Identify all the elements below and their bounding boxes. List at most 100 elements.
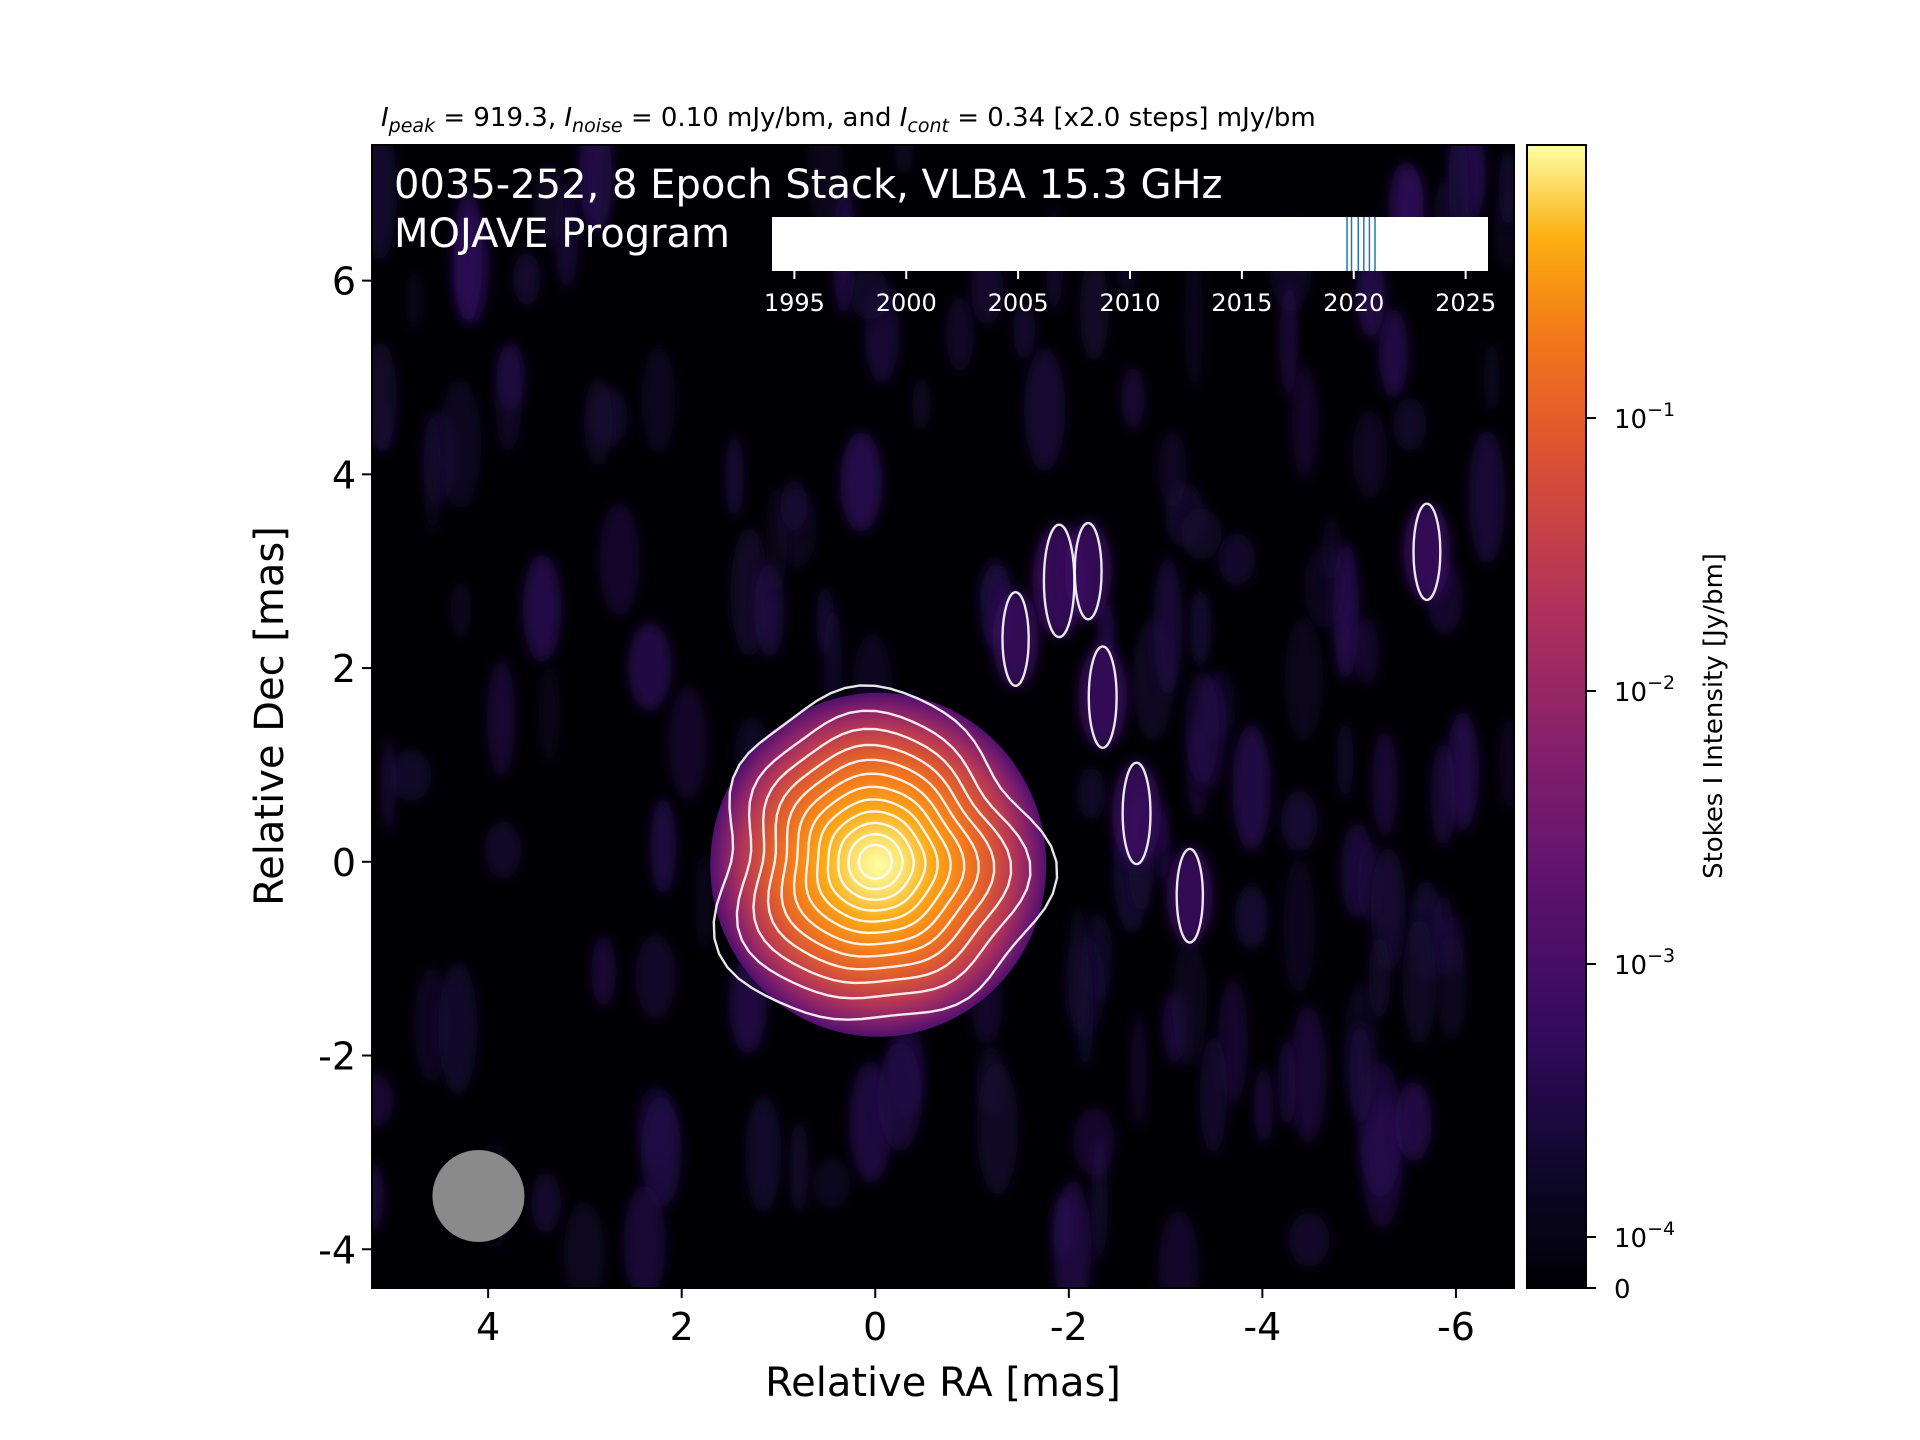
x-tick-label: 4 <box>476 1305 500 1349</box>
noise-feature <box>745 1095 782 1213</box>
epoch-ticks: 1995 2000 2005 2010 2015 2020 2025 <box>764 271 1496 317</box>
noise-feature <box>849 267 890 320</box>
noise-feature <box>538 665 560 763</box>
component-contour <box>1087 645 1118 750</box>
noise-feature <box>627 622 672 711</box>
epoch-tick-label: 2020 <box>1323 289 1384 317</box>
noise-feature <box>1483 342 1500 412</box>
program-title: MOJAVE Program <box>394 211 730 257</box>
noise-feature <box>1013 299 1036 360</box>
y-tick-label: 2 <box>332 647 356 691</box>
noise-feature <box>372 145 397 261</box>
colorbar-gradient <box>1526 144 1587 1289</box>
contour-level <box>847 832 904 891</box>
noise-feature <box>1199 1035 1227 1155</box>
epoch-tick-label: 2000 <box>876 289 937 317</box>
plot-frame <box>371 144 1515 1289</box>
noise-feature <box>1079 258 1109 362</box>
noise-feature <box>438 380 482 509</box>
noise-feature <box>1184 670 1219 784</box>
colorbar-tick-label: 10−1 <box>1614 399 1675 435</box>
colorbar: 10−1 10−2 10−3 10−4 0 Stokes I Intensity [Jy… <box>1526 144 1729 1305</box>
contour-level <box>837 821 915 901</box>
noise-feature <box>1153 557 1183 696</box>
noise-feature <box>1349 1024 1372 1125</box>
noise-feature <box>1073 1107 1116 1176</box>
noise-feature <box>513 251 541 306</box>
noise-feature <box>372 341 397 451</box>
noise-feature <box>380 736 397 834</box>
noise-feature <box>1172 938 1208 1067</box>
noise-texture <box>372 145 1514 1288</box>
x-axis-label: Relative RA [mas] <box>765 1360 1121 1406</box>
noise-feature <box>1254 1066 1273 1145</box>
epoch-tick-label: 2025 <box>1435 289 1496 317</box>
noise-feature <box>641 346 676 454</box>
noise-feature <box>372 1073 394 1128</box>
noise-feature <box>1378 308 1409 399</box>
noise-feature <box>641 1097 682 1209</box>
noise-feature <box>1234 885 1269 950</box>
noise-feature <box>389 749 432 801</box>
contour-level <box>792 772 966 946</box>
noise-feature <box>1121 366 1145 430</box>
x-tick-label: 2 <box>670 1305 694 1349</box>
noise-feature <box>563 1202 605 1288</box>
contour-level <box>735 709 1032 1000</box>
noise-feature <box>623 1186 666 1288</box>
epoch-lines <box>1346 217 1376 271</box>
noise-feature <box>1181 508 1222 560</box>
emission-component <box>1166 846 1213 945</box>
component-contour <box>1412 502 1442 602</box>
noise-feature <box>372 1162 385 1232</box>
noise-feature <box>1077 767 1106 820</box>
noise-feature <box>1395 1081 1432 1162</box>
y-tick-label: 0 <box>332 841 356 885</box>
contour-level <box>816 798 939 923</box>
noise-feature <box>894 145 914 176</box>
noise-feature <box>840 431 883 533</box>
noise-feature <box>725 434 744 518</box>
noise-feature <box>1130 1012 1147 1128</box>
noise-feature <box>531 1172 562 1234</box>
noise-feature <box>780 479 808 531</box>
noise-feature <box>695 851 714 952</box>
noise-feature <box>423 409 441 536</box>
noise-feature <box>1337 719 1354 801</box>
noise-feature <box>1024 347 1066 472</box>
noise-feature <box>591 935 616 1007</box>
contour-level <box>857 843 893 880</box>
contour-level <box>712 684 1059 1021</box>
contour-level <box>804 785 952 935</box>
emission-component <box>1403 501 1451 602</box>
noise-feature <box>1498 149 1514 227</box>
header-stats: Ipeak = 919.3, Inoise = 0.10 mJy/bm, and… <box>381 103 1316 137</box>
emission-component <box>1112 761 1161 866</box>
noise-feature <box>1402 919 1437 1045</box>
noise-feature <box>1353 616 1380 685</box>
noise-feature <box>1053 1180 1092 1288</box>
y-tick-label: 6 <box>332 260 356 304</box>
component-contour <box>1175 847 1205 944</box>
x-tick-label: 0 <box>863 1305 887 1349</box>
y-tick-label: -2 <box>318 1035 356 1079</box>
noise-feature <box>1158 1210 1199 1288</box>
colorbar-ticks: 10−1 10−2 10−3 10−4 0 <box>1586 399 1675 1305</box>
noise-feature <box>1280 790 1318 852</box>
component-contour <box>1001 591 1030 688</box>
epoch-tick-label: 2015 <box>1211 289 1272 317</box>
noise-feature <box>1289 1005 1327 1144</box>
colorbar-tick-label: 10−4 <box>1614 1218 1675 1254</box>
noise-feature <box>1431 742 1456 847</box>
x-tick-label: -4 <box>1243 1305 1281 1349</box>
noise-feature <box>405 270 424 331</box>
noise-feature <box>592 145 613 231</box>
noise-feature <box>1435 934 1467 1040</box>
noise-feature <box>484 820 522 879</box>
beam-ellipse <box>432 1149 525 1242</box>
noise-feature <box>1368 936 1391 1020</box>
noise-feature <box>583 377 613 467</box>
noise-feature <box>1468 429 1506 564</box>
epoch-tick-label: 1995 <box>764 289 825 317</box>
noise-feature <box>946 296 974 373</box>
